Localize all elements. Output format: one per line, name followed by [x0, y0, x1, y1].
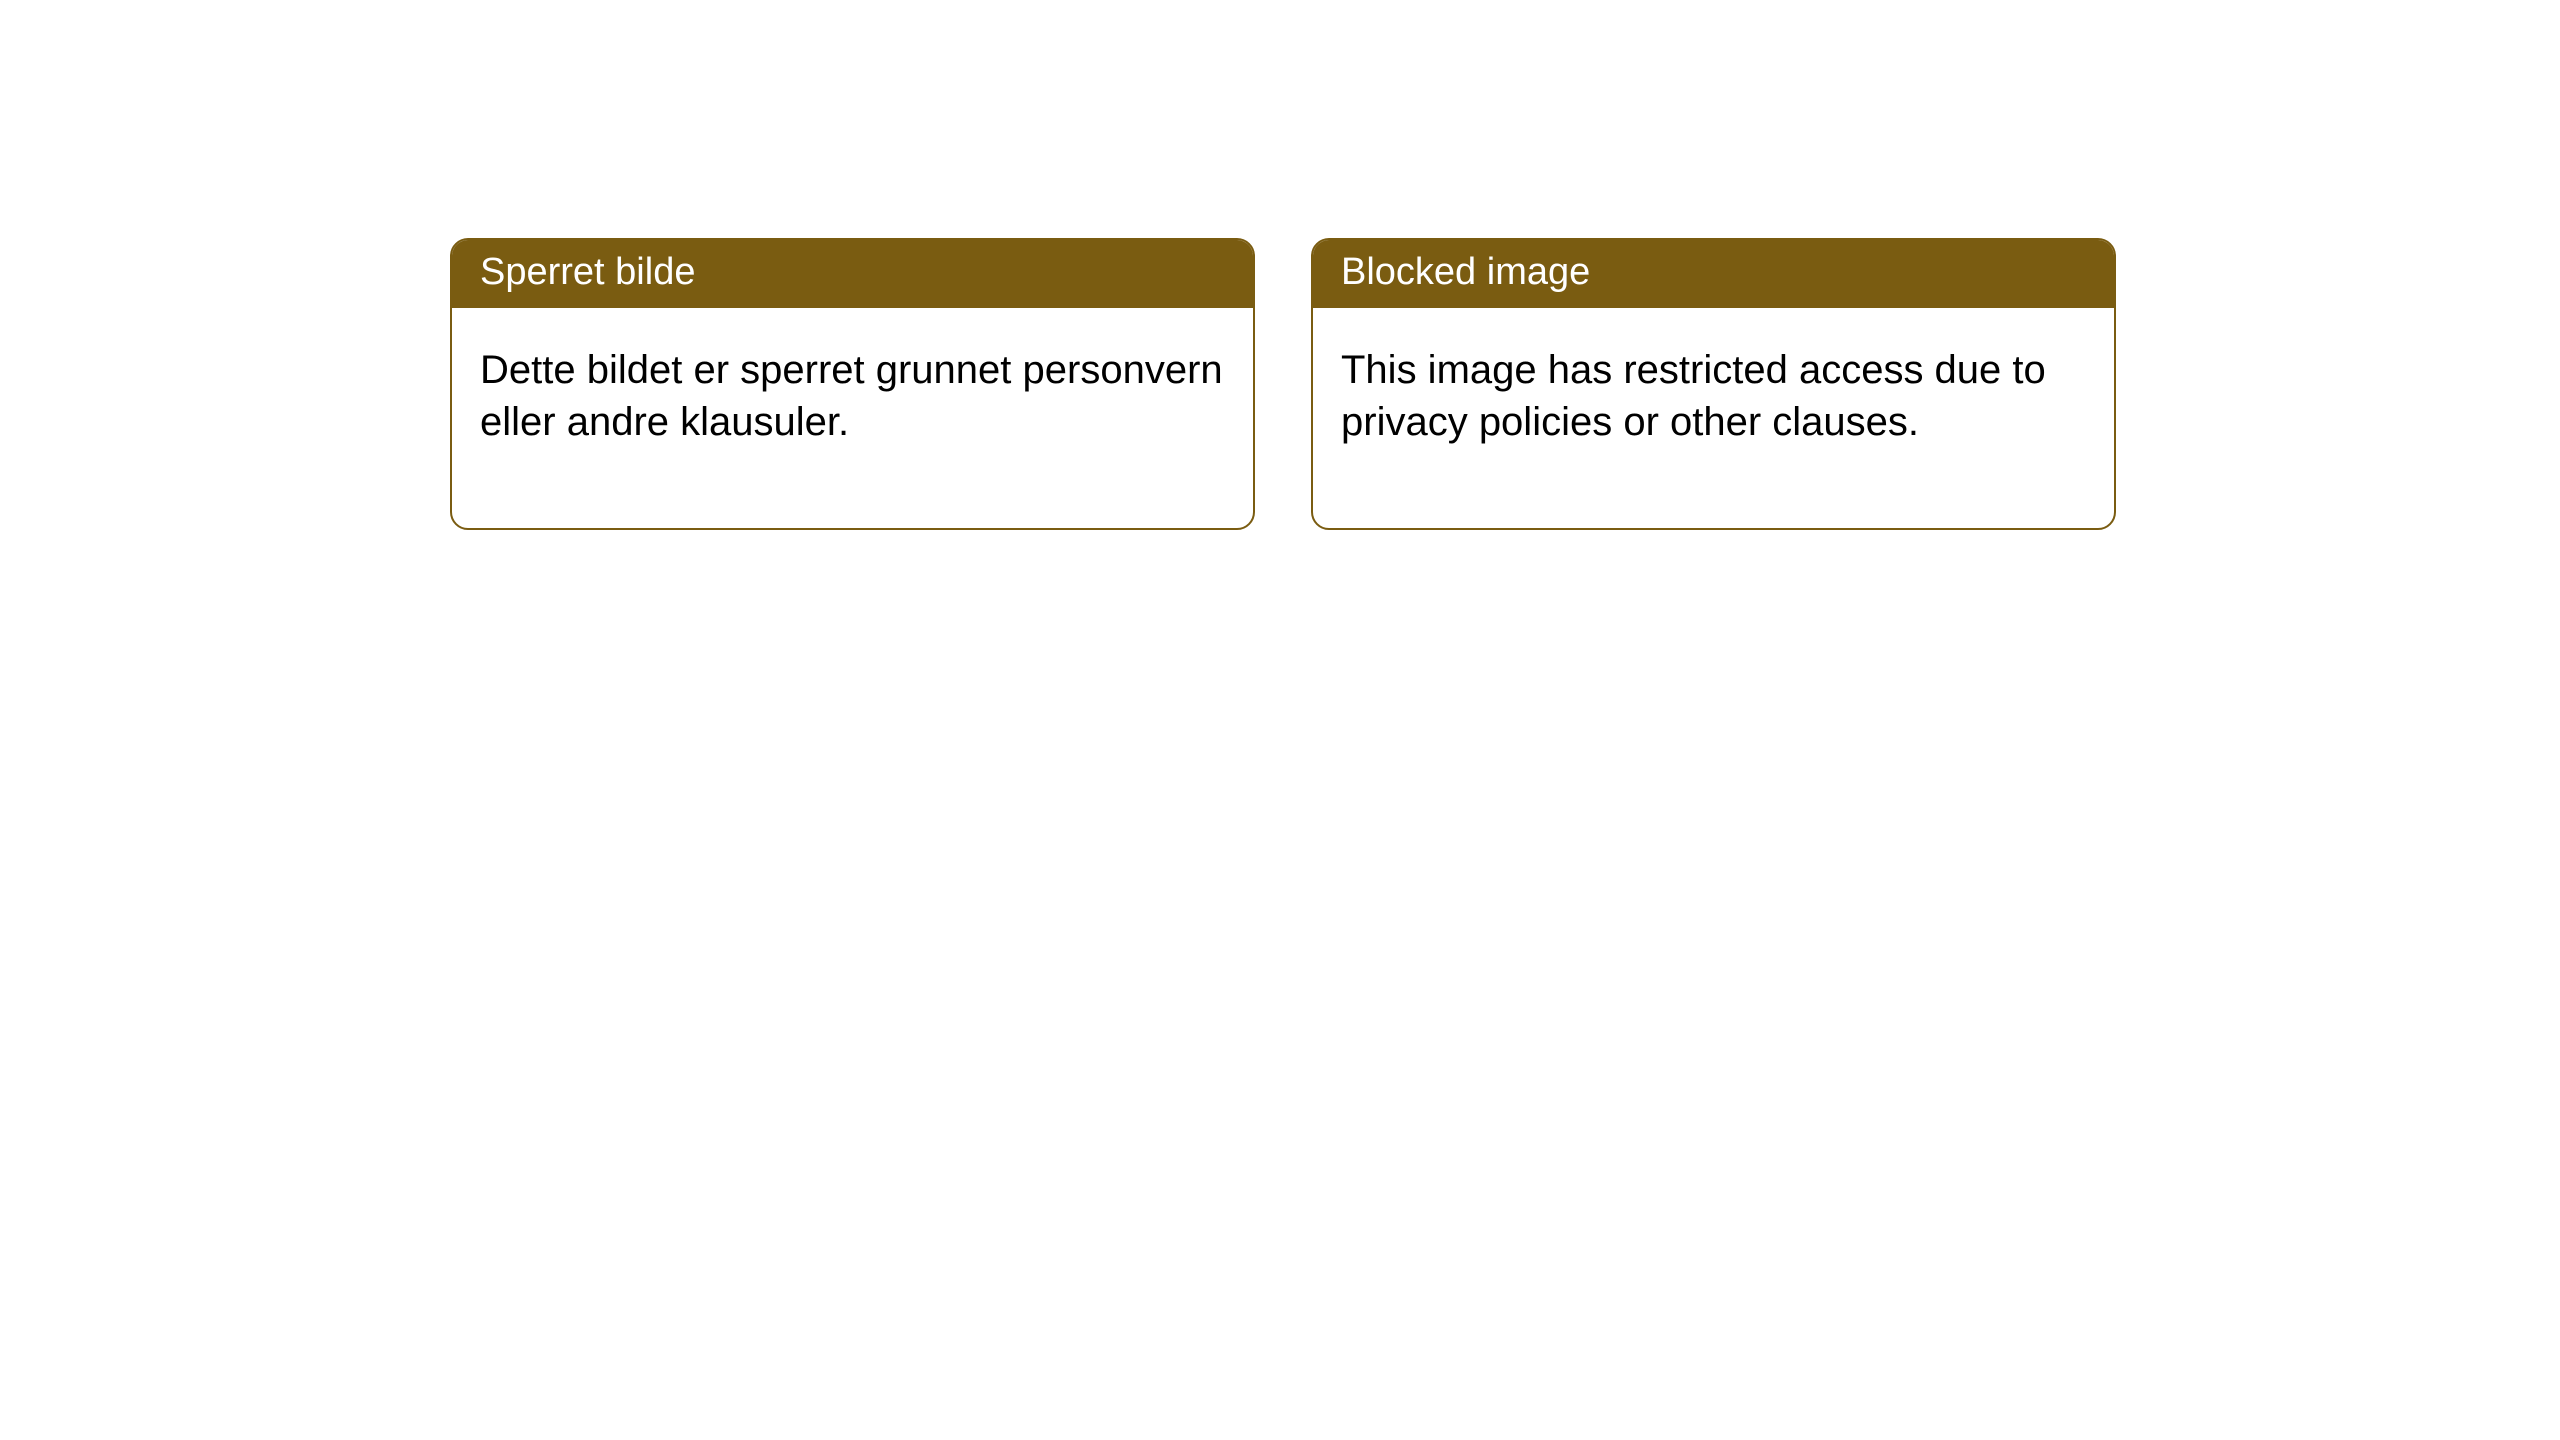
notice-card-norwegian: Sperret bilde Dette bildet er sperret gr…	[450, 238, 1255, 530]
notice-card-english: Blocked image This image has restricted …	[1311, 238, 2116, 530]
notice-header: Sperret bilde	[452, 240, 1253, 308]
notice-container: Sperret bilde Dette bildet er sperret gr…	[0, 0, 2560, 530]
notice-header: Blocked image	[1313, 240, 2114, 308]
notice-body: Dette bildet er sperret grunnet personve…	[452, 308, 1253, 528]
notice-body: This image has restricted access due to …	[1313, 308, 2114, 528]
